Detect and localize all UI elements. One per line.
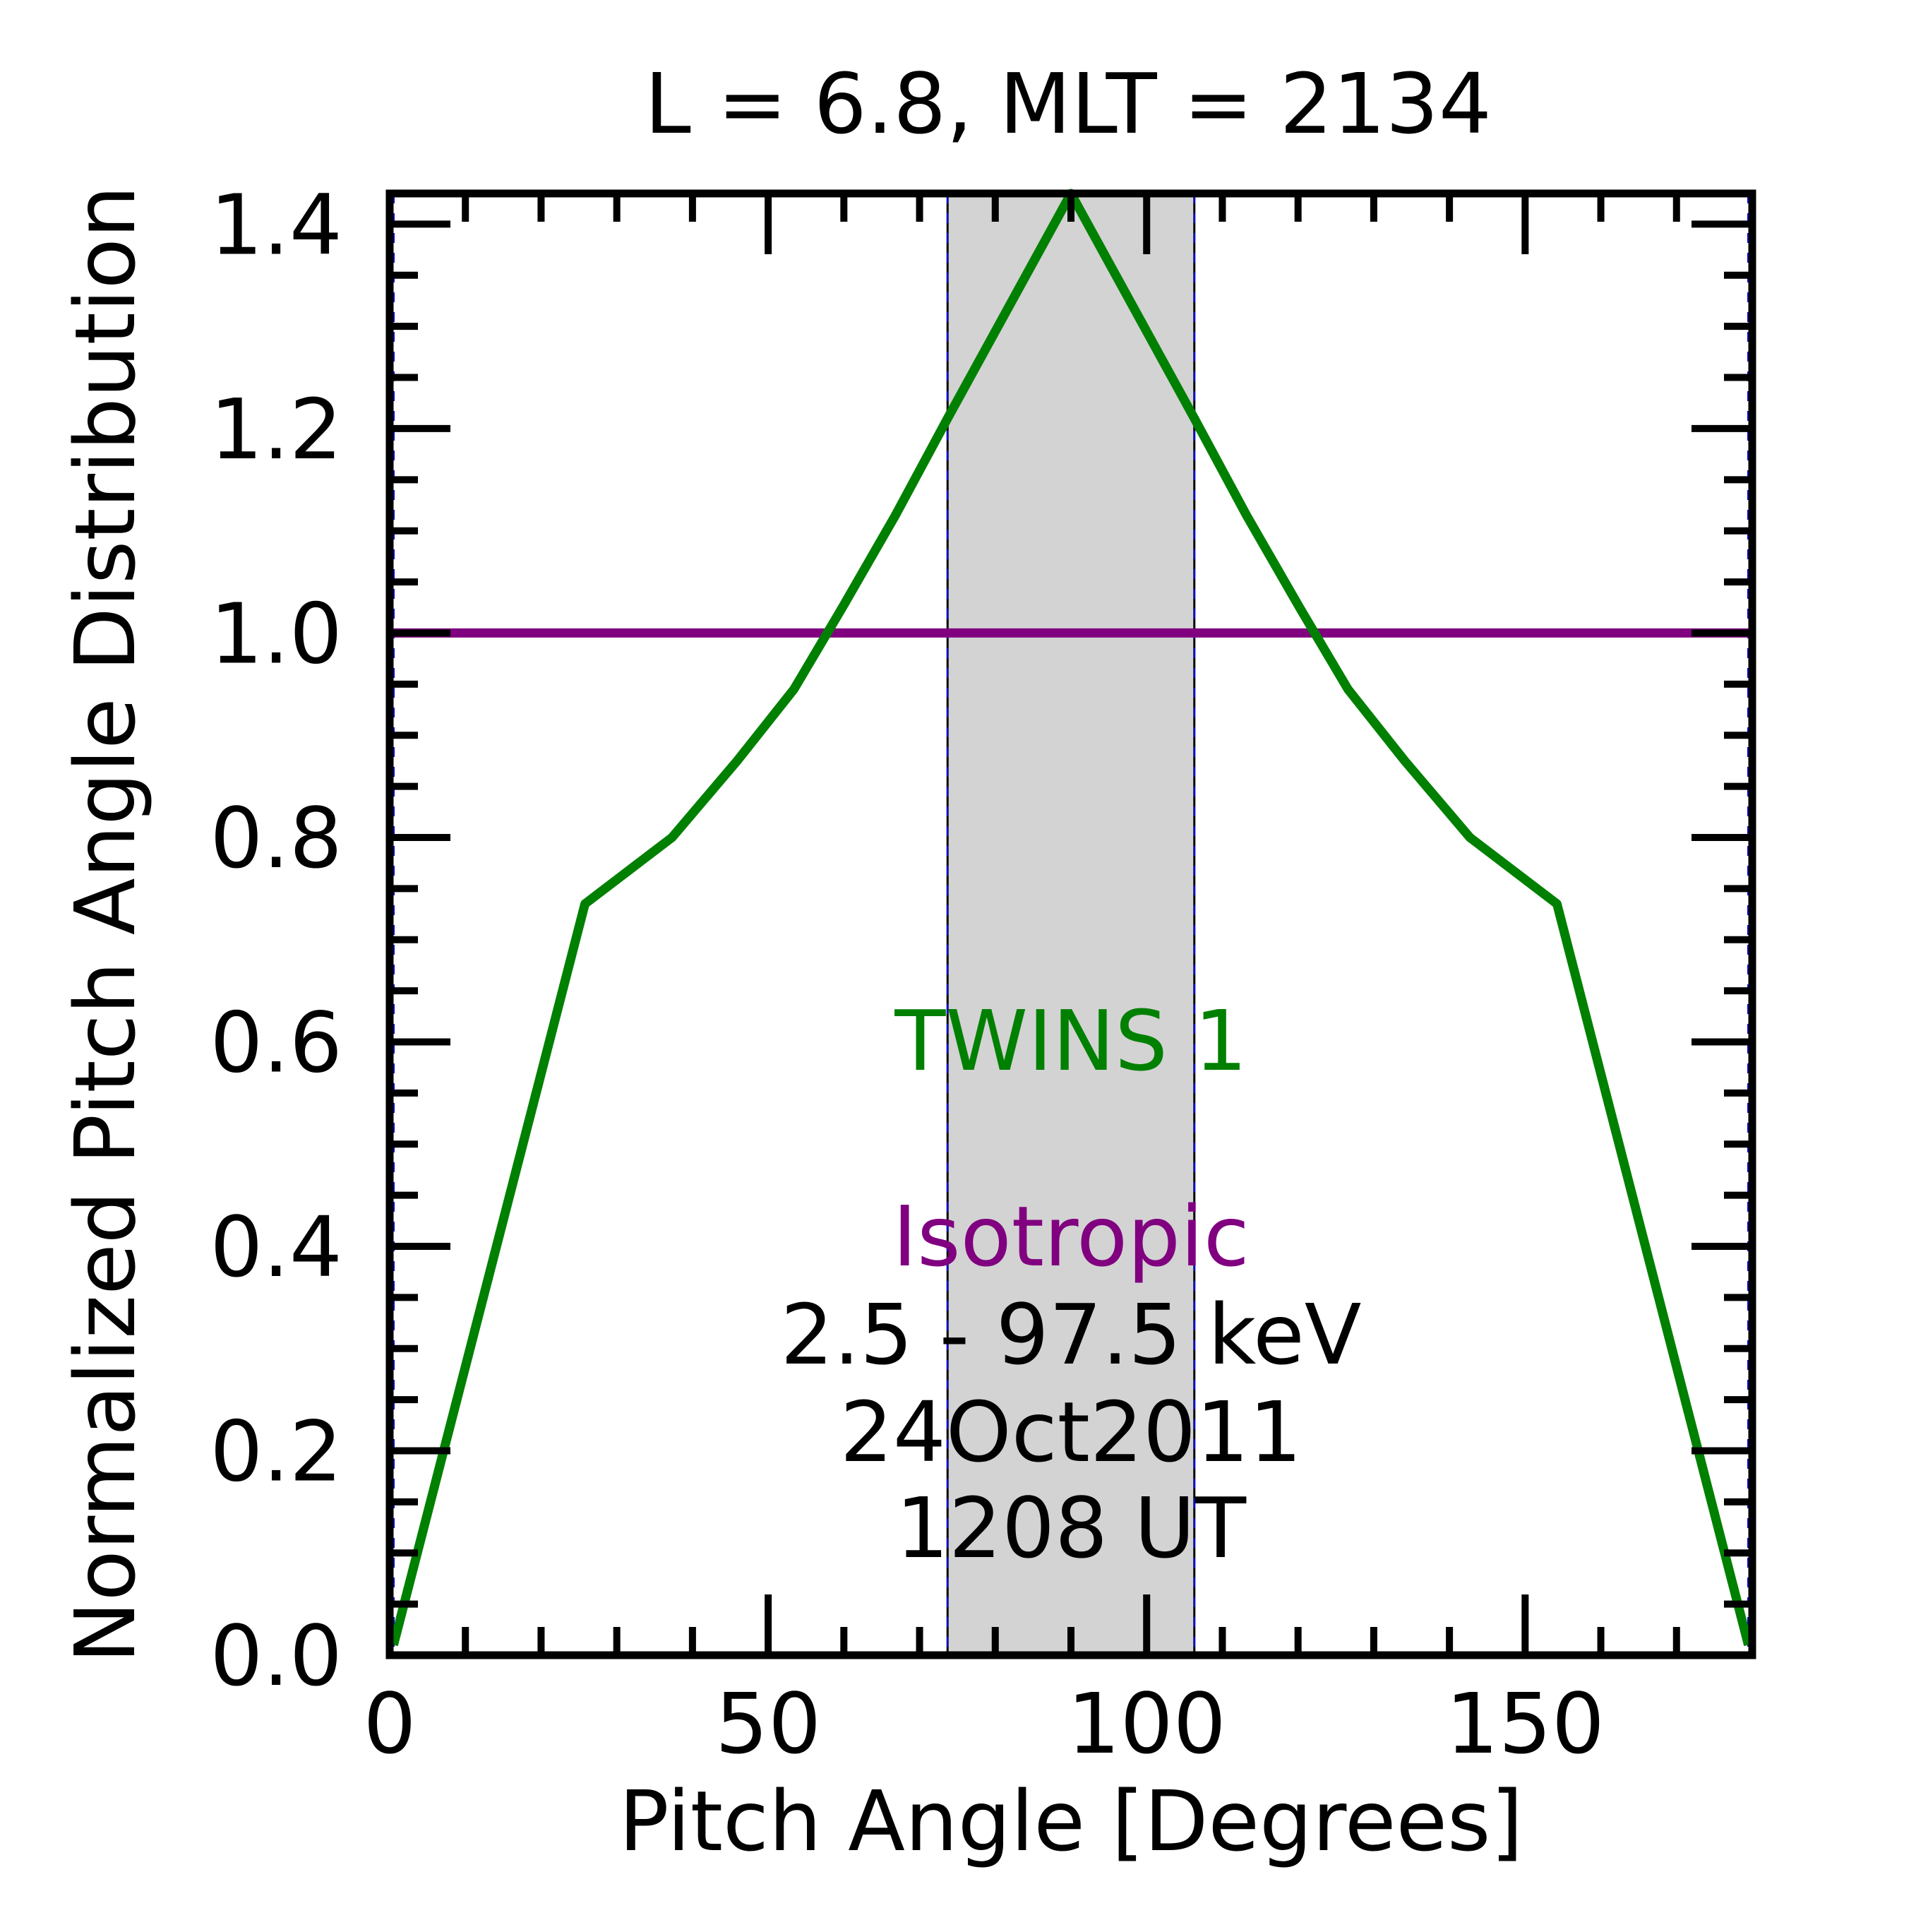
y-tick-label: 1.0 <box>210 585 342 682</box>
x-axis-label: Pitch Angle [Degrees] <box>618 1772 1523 1870</box>
annotation-energy-range: 2.5 - 97.5 keV <box>781 1286 1362 1383</box>
y-tick-label: 0.6 <box>210 994 342 1091</box>
y-tick-label: 1.4 <box>210 176 342 273</box>
annotation-date: 24Oct2011 <box>840 1383 1302 1481</box>
annotation-twins-1: TWINS 1 <box>894 992 1247 1090</box>
shaded-band <box>947 193 1194 1655</box>
y-tick-label: 0.0 <box>210 1607 342 1705</box>
y-tick-label: 0.8 <box>210 789 342 887</box>
x-tick-label: 100 <box>1067 1675 1226 1772</box>
tick-labels-layer: 0 50 100 150 0.0 0.2 0.4 0.6 0.8 1.0 1.2 1.4 <box>210 176 1605 1772</box>
y-tick-label: 1.2 <box>210 381 342 478</box>
plot-frame <box>385 189 1756 1659</box>
x-tick-label: 150 <box>1446 1675 1605 1772</box>
x-tick-label: 50 <box>715 1675 821 1772</box>
y-axis-label: Normalized Pitch Angle Distribution <box>56 185 154 1663</box>
annotation-time: 1208 UT <box>896 1479 1247 1577</box>
y-tick-label: 0.2 <box>210 1402 342 1500</box>
annotation-isotropic: Isotropic <box>892 1188 1249 1285</box>
x-tick-label: 0 <box>363 1675 416 1772</box>
shaded-band-layer <box>393 193 1749 1655</box>
y-tick-label: 0.4 <box>210 1198 342 1296</box>
chart-title: L = 6.8, MLT = 2134 <box>645 55 1492 153</box>
